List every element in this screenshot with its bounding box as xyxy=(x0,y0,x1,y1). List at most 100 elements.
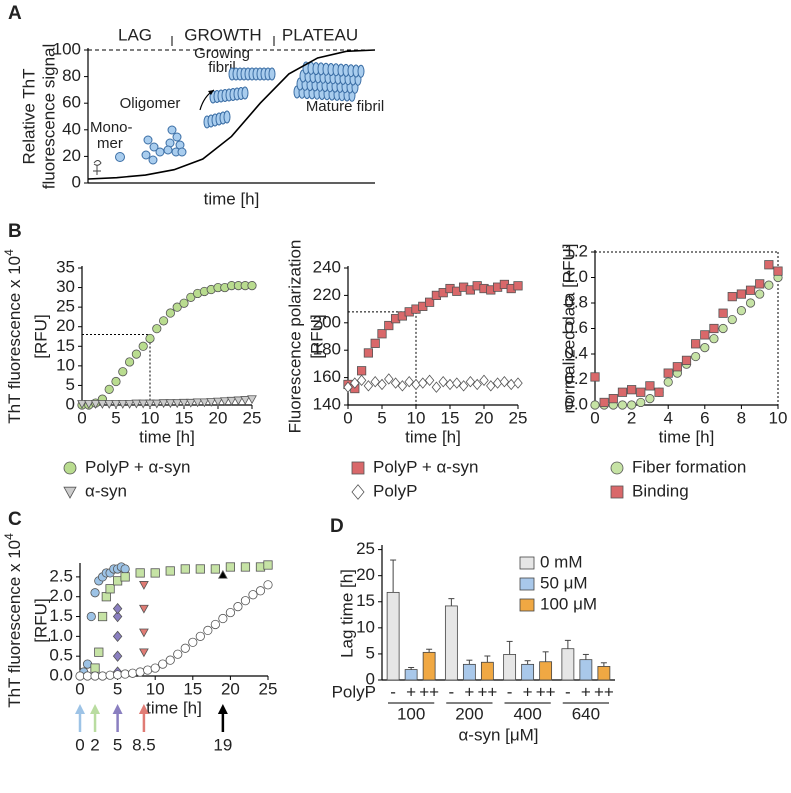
marker xyxy=(691,351,701,362)
y-axis-label: [RFU] xyxy=(31,598,50,642)
marker xyxy=(97,671,108,681)
polyp-level: + xyxy=(581,682,591,701)
marker xyxy=(138,399,149,409)
marker xyxy=(225,607,235,618)
protein-icon xyxy=(167,125,177,135)
marker xyxy=(77,400,87,409)
annotation: Oligomer xyxy=(120,95,181,112)
x-tick-label: 15 xyxy=(183,679,202,698)
marker xyxy=(681,355,692,365)
marker xyxy=(663,377,673,387)
protein-icon xyxy=(143,135,153,145)
x-tick-label: 20 xyxy=(475,408,494,427)
panel-label: B xyxy=(8,221,22,242)
protein-icon xyxy=(155,147,165,157)
y-axis-label-exponent: 4 xyxy=(2,249,16,256)
x-tick-label: 0 xyxy=(590,408,599,427)
marker xyxy=(709,334,719,344)
marker xyxy=(626,400,637,410)
marker xyxy=(135,667,145,677)
bar xyxy=(422,651,436,681)
bar xyxy=(480,661,494,681)
x-axis-label: time [h] xyxy=(146,698,202,717)
y-tick-label: 35 xyxy=(56,257,75,276)
marker xyxy=(97,400,108,409)
x-tick-label: 20 xyxy=(221,679,240,698)
marker xyxy=(452,377,462,389)
marker xyxy=(219,397,230,407)
x-tick-label: 15 xyxy=(175,408,194,427)
marker xyxy=(139,648,149,658)
marker xyxy=(764,280,774,290)
marker xyxy=(636,397,646,408)
marker xyxy=(86,611,96,622)
marker xyxy=(610,485,624,499)
y-axis-label: Fluorescence polarization xyxy=(285,240,304,434)
x-tick-label: 15 xyxy=(441,408,460,427)
marker xyxy=(418,377,428,389)
marker xyxy=(351,461,365,475)
bar xyxy=(386,591,400,681)
y-tick-label: 0.2 xyxy=(564,369,588,388)
legend-label: 50 μM xyxy=(540,573,588,592)
marker xyxy=(139,581,149,590)
marker xyxy=(247,281,257,291)
marker xyxy=(158,399,169,409)
legend-label: Fiber formation xyxy=(632,457,746,476)
y-axis-label: fluorescence signal xyxy=(39,44,58,190)
arrow-label: 5 xyxy=(113,735,122,754)
marker xyxy=(486,380,496,392)
marker xyxy=(663,368,673,378)
y-axis-label-exponent: 4 xyxy=(2,533,16,540)
marker xyxy=(128,668,138,678)
arrow-head xyxy=(138,704,149,714)
x-axis-label: time [h] xyxy=(659,427,715,446)
panel-label: C xyxy=(8,509,22,530)
polyp-level: - xyxy=(390,682,396,701)
x-tick-label: 10 xyxy=(407,408,426,427)
y-axis-label: Lag time [h] xyxy=(337,569,356,658)
marker xyxy=(124,400,135,409)
y-tick-label: 140 xyxy=(313,394,341,413)
x-tick-label: 400 xyxy=(513,704,541,723)
arrow-head xyxy=(217,704,228,714)
marker xyxy=(152,324,162,334)
y-axis-label-text: ThT fluorescence x 10 xyxy=(5,540,24,708)
y-tick-label: 0.0 xyxy=(49,665,73,684)
x-tick-label: 0 xyxy=(343,408,352,427)
marker xyxy=(438,376,448,388)
panel-label: A xyxy=(8,3,22,24)
marker xyxy=(63,461,77,475)
x-tick-label: 20 xyxy=(209,408,228,427)
marker xyxy=(764,260,774,270)
marker xyxy=(627,385,637,395)
marker xyxy=(424,297,435,307)
bar xyxy=(521,663,535,681)
marker xyxy=(90,663,100,673)
legend-label: PolyP + α-syn xyxy=(373,457,478,476)
y-tick-label: 20 xyxy=(62,146,81,165)
protein-icon xyxy=(163,145,173,155)
marker xyxy=(117,400,128,409)
x-tick-label: 25 xyxy=(509,408,528,427)
legend-label: 0 mM xyxy=(540,552,583,571)
marker xyxy=(131,349,141,359)
y-tick-label: 0.6 xyxy=(564,318,588,337)
phase-label: LAG xyxy=(118,25,152,44)
marker xyxy=(104,384,114,394)
marker xyxy=(431,381,442,393)
protein-icon xyxy=(141,150,151,160)
x-tick-label: 0 xyxy=(77,408,86,427)
marker xyxy=(112,610,123,623)
marker xyxy=(192,398,203,408)
bar xyxy=(404,669,418,681)
marker xyxy=(397,380,408,392)
marker xyxy=(645,394,655,404)
marker xyxy=(727,314,737,325)
y-tick-label: 180 xyxy=(313,340,341,359)
y-tick-label: 100 xyxy=(53,39,81,58)
x-axis-label: time [h] xyxy=(405,427,461,446)
annotation: Mono- xyxy=(90,119,133,136)
marker xyxy=(225,562,235,572)
y-axis-label: ThT fluorescence x 104 xyxy=(2,533,24,708)
